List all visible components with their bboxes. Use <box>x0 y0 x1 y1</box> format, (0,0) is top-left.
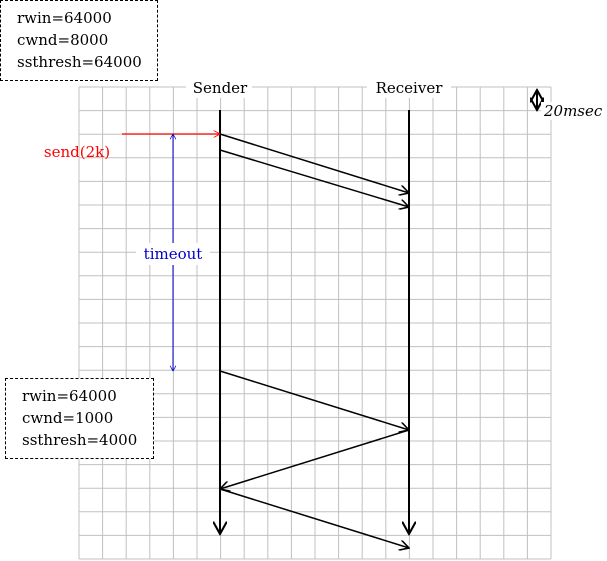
initial-ssthresh: ssthresh=64000 <box>17 53 142 71</box>
next-segment <box>219 488 409 548</box>
segment-2 <box>219 149 409 207</box>
retransmit-segment <box>219 370 409 430</box>
time-grid <box>78 86 552 560</box>
send-label: send(2k) <box>44 143 110 161</box>
receiver-label: Receiver <box>376 79 444 97</box>
after-ssthresh: ssthresh=4000 <box>22 431 138 449</box>
initial-cwnd: cwnd=8000 <box>17 31 109 49</box>
after-timeout-state-box: rwin=64000 cwnd=1000 ssthresh=4000 <box>5 378 154 459</box>
after-rwin: rwin=64000 <box>22 387 117 405</box>
sender-label: Sender <box>193 79 248 97</box>
initial-state-box: rwin=64000 cwnd=8000 ssthresh=64000 <box>0 0 158 81</box>
after-cwnd: cwnd=1000 <box>22 409 114 427</box>
segment-1 <box>219 133 409 193</box>
ack-segment <box>220 429 410 489</box>
initial-rwin: rwin=64000 <box>17 9 112 27</box>
timeout-label: timeout <box>144 245 203 263</box>
scale-label: 20msec <box>543 102 603 120</box>
